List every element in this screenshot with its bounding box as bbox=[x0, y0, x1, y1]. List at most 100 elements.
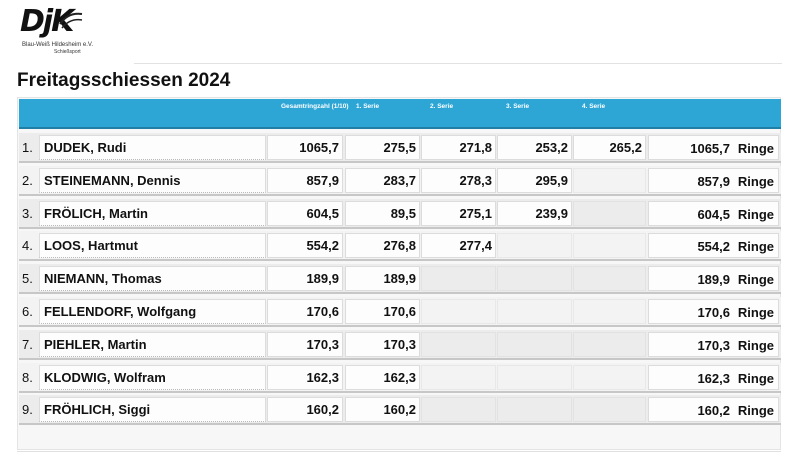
table-row: 3. FRÖLICH, Martin 604,5 89,5 275,1 239,9 604,… bbox=[19, 198, 781, 229]
sum-value: 189,9 bbox=[697, 272, 730, 288]
serie-score-2: 277,4 bbox=[421, 233, 496, 259]
row-rank: 9. bbox=[22, 402, 33, 418]
shooter-name: NIEMANN, Thomas bbox=[39, 266, 266, 292]
serie-score-2: 271,8 bbox=[421, 135, 496, 160]
sum-value: 170,6 bbox=[697, 305, 730, 320]
serie-score-4 bbox=[573, 167, 646, 193]
serie-score-1: 275,5 bbox=[345, 135, 420, 160]
sum-cell: 170,3 Ringe bbox=[648, 331, 779, 357]
total-score: 1065,7 bbox=[267, 135, 343, 160]
row-rank: 6. bbox=[22, 304, 33, 319]
serie-score-2 bbox=[421, 266, 496, 292]
shooter-name: PIEHLER, Martin bbox=[39, 331, 266, 357]
serie-score-3 bbox=[497, 299, 572, 324]
row-rank: 3. bbox=[22, 205, 33, 221]
serie-score-3 bbox=[497, 266, 572, 292]
top-divider bbox=[134, 63, 782, 64]
serie-score-2: 275,1 bbox=[421, 200, 496, 226]
shooter-name: LOOS, Hartmut bbox=[39, 233, 266, 259]
sum-unit: Ringe bbox=[737, 239, 774, 255]
sum-value: 160,2 bbox=[697, 403, 730, 419]
shooter-name: FRÖHLICH, Siggi bbox=[39, 397, 266, 423]
total-score: 604,5 bbox=[267, 200, 343, 226]
total-score: 170,3 bbox=[267, 331, 343, 357]
total-score: 162,3 bbox=[267, 364, 343, 390]
sum-unit: Ringe bbox=[737, 206, 774, 222]
serie-score-4 bbox=[573, 299, 646, 324]
serie-score-1: 189,9 bbox=[345, 266, 420, 292]
serie-score-3 bbox=[497, 364, 572, 390]
sum-cell: 857,9 Ringe bbox=[648, 167, 779, 193]
sum-unit: Ringe bbox=[737, 403, 774, 419]
page-title: Freitagsschiessen 2024 bbox=[17, 70, 231, 91]
serie-score-1: 276,8 bbox=[345, 233, 420, 259]
shooter-name: FRÖLICH, Martin bbox=[39, 200, 266, 226]
total-score: 554,2 bbox=[267, 233, 343, 259]
serie-score-1: 170,6 bbox=[345, 299, 420, 324]
results-table: Gesamtringzahl (1/10) 1. Serie 2. Serie … bbox=[17, 97, 781, 450]
sum-value: 857,9 bbox=[697, 173, 730, 189]
table-row: 4. LOOS, Hartmut 554,2 276,8 277,4 554,2 Ringe bbox=[19, 231, 781, 262]
serie-score-1: 160,2 bbox=[345, 397, 420, 423]
serie-score-4 bbox=[573, 200, 646, 226]
row-rank: 7. bbox=[22, 336, 33, 352]
serie-score-2 bbox=[421, 397, 496, 423]
total-score: 189,9 bbox=[267, 266, 343, 292]
sum-cell: 189,9 Ringe bbox=[648, 266, 779, 292]
serie-score-1: 170,3 bbox=[345, 331, 420, 357]
sum-unit: Ringe bbox=[737, 305, 774, 320]
serie-score-2 bbox=[421, 364, 496, 390]
serie-score-4: 265,2 bbox=[573, 135, 646, 160]
serie-score-2 bbox=[421, 331, 496, 357]
serie-score-1: 162,3 bbox=[345, 364, 420, 390]
logo-department: Schießsport bbox=[54, 49, 81, 55]
serie-score-1: 283,7 bbox=[345, 167, 420, 193]
sum-cell: 160,2 Ringe bbox=[648, 397, 779, 423]
serie-score-4 bbox=[573, 397, 646, 423]
table-row: 5. NIEMANN, Thomas 189,9 189,9 189,9 Ringe bbox=[19, 264, 781, 295]
table-row: 6. FELLENDORF, Wolfgang 170,6 170,6 170,6 Rin… bbox=[19, 297, 781, 327]
sum-unit: Ringe bbox=[737, 141, 774, 156]
shooter-name: KLODWIG, Wolfram bbox=[39, 364, 266, 390]
sum-cell: 162,3 Ringe bbox=[648, 364, 779, 390]
sum-value: 1065,7 bbox=[690, 141, 730, 156]
sum-cell: 554,2 Ringe bbox=[648, 233, 779, 259]
table-row: 8. KLODWIG, Wolfram 162,3 162,3 162,3 Ringe bbox=[19, 362, 781, 393]
shooter-name: FELLENDORF, Wolfgang bbox=[39, 299, 266, 324]
sum-value: 162,3 bbox=[697, 370, 730, 386]
logo-mark: DjK bbox=[20, 4, 74, 39]
serie-score-4 bbox=[573, 266, 646, 292]
sum-cell: 604,5 Ringe bbox=[648, 200, 779, 226]
serie-score-2: 278,3 bbox=[421, 167, 496, 193]
row-rank: 2. bbox=[22, 172, 33, 188]
serie-score-2 bbox=[421, 299, 496, 324]
serie-score-1: 89,5 bbox=[345, 200, 420, 226]
shooter-name: DUDEK, Rudi bbox=[39, 135, 266, 160]
serie-score-4 bbox=[573, 364, 646, 390]
total-score: 857,9 bbox=[267, 167, 343, 193]
table-row: 2. STEINEMANN, Dennis 857,9 283,7 278,3 295,9… bbox=[19, 165, 781, 196]
sum-unit: Ringe bbox=[737, 272, 774, 288]
header-serie-2: 2. Serie bbox=[430, 103, 454, 110]
sum-unit: Ringe bbox=[737, 370, 774, 386]
sum-unit: Ringe bbox=[737, 173, 774, 189]
header-total: Gesamtringzahl (1/10) bbox=[281, 103, 349, 110]
row-rank: 4. bbox=[22, 238, 33, 254]
sum-cell: 1065,7 Ringe bbox=[648, 135, 779, 160]
club-logo: DjK Blau-Weiß Hildesheim e.V. Schießspor… bbox=[18, 4, 128, 56]
serie-score-3 bbox=[497, 331, 572, 357]
bottom-divider bbox=[17, 451, 781, 452]
header-serie-3: 3. Serie bbox=[506, 103, 530, 110]
sum-value: 170,3 bbox=[697, 337, 730, 353]
table-row: 1. DUDEK, Rudi 1065,7 275,5 271,8 253,2 265,2 1… bbox=[19, 133, 781, 163]
sum-unit: Ringe bbox=[737, 337, 774, 353]
header-serie-1: 1. Serie bbox=[356, 103, 380, 110]
total-score: 170,6 bbox=[267, 299, 343, 324]
header-serie-4: 4. Serie bbox=[582, 103, 606, 110]
total-score: 160,2 bbox=[267, 397, 343, 423]
logo-swoosh-icon bbox=[59, 12, 83, 29]
serie-score-3 bbox=[497, 233, 572, 259]
sum-cell: 170,6 Ringe bbox=[648, 299, 779, 324]
serie-score-4 bbox=[573, 233, 646, 259]
shooter-name: STEINEMANN, Dennis bbox=[39, 167, 266, 193]
